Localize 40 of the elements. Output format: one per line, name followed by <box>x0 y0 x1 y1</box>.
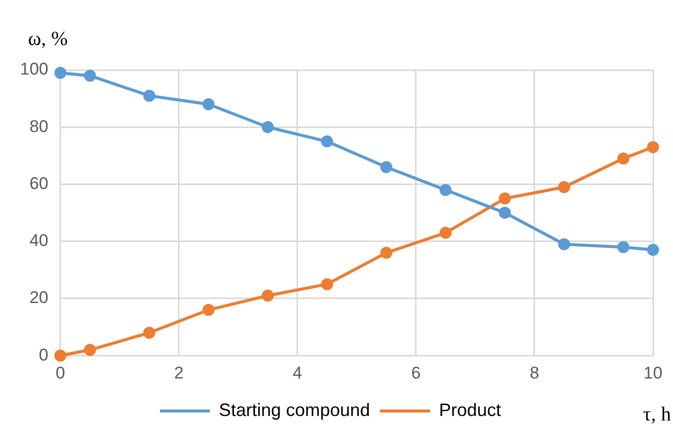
point <box>321 135 334 148</box>
point <box>440 226 452 239</box>
point <box>558 238 570 250</box>
point <box>617 152 630 165</box>
point <box>647 141 659 154</box>
legend-label: Starting compound <box>218 400 370 420</box>
point <box>380 246 392 259</box>
y-tick-label: 20 <box>29 288 48 308</box>
point <box>262 290 274 302</box>
point <box>558 181 570 194</box>
point <box>262 121 274 134</box>
point <box>380 161 392 174</box>
y-tick-label: 60 <box>29 174 48 193</box>
point <box>143 326 156 339</box>
y-tick-label: 80 <box>29 116 48 136</box>
point <box>84 344 96 356</box>
y-tick-label: 100 <box>20 60 48 79</box>
x-tick-label: 10 <box>644 363 662 382</box>
point <box>54 66 66 79</box>
x-tick-label: 4 <box>292 363 302 382</box>
x-tick-label: 8 <box>530 363 540 382</box>
legend-label: Product <box>439 400 502 420</box>
y-tick-label: 40 <box>29 231 48 250</box>
point <box>498 192 511 205</box>
point <box>84 70 96 82</box>
point <box>202 98 215 110</box>
x-tick-label: 2 <box>174 363 184 382</box>
y-axis-title: ω, % <box>28 28 68 50</box>
point <box>54 350 66 362</box>
point <box>647 244 659 256</box>
point <box>440 184 452 196</box>
point <box>498 206 511 219</box>
x-axis-title: τ, h <box>642 403 671 426</box>
y-tick-label: 0 <box>38 345 48 364</box>
point <box>143 90 156 102</box>
x-tick-label: 6 <box>411 363 421 382</box>
point <box>321 278 334 290</box>
x-tick-label: 0 <box>56 363 66 382</box>
point <box>202 304 215 316</box>
point <box>617 241 630 254</box>
